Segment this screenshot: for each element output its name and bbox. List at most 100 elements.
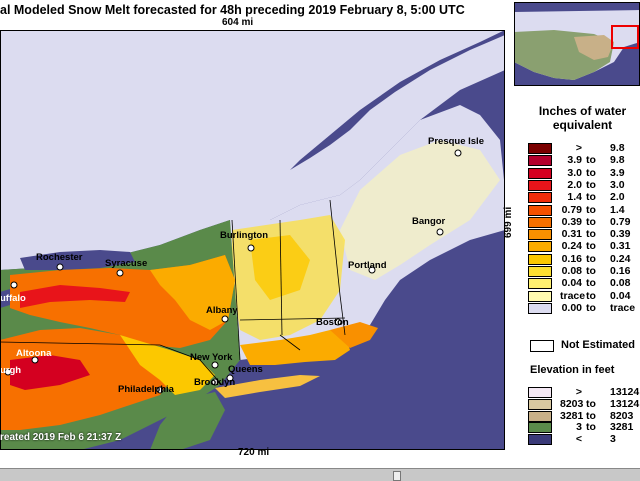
- legend-swatch: [528, 192, 552, 204]
- legend-swatch: [528, 290, 552, 302]
- legend-low-value: 0.16: [561, 252, 582, 265]
- elevation-low-value: <: [575, 433, 582, 446]
- elevation-low-value: >: [575, 386, 582, 398]
- created-timestamp: reated 2019 Feb 6 21:37 Z: [0, 432, 122, 443]
- legend-high-value: 0.79: [610, 215, 631, 228]
- elevation-high-value: 8203: [610, 409, 634, 422]
- legend-low-value: 3.9: [567, 154, 582, 167]
- legend-to-label: to: [586, 265, 596, 277]
- st-lawrence-river: [290, 30, 505, 170]
- canada-land: [0, 30, 505, 270]
- legend-swatch: [528, 216, 552, 228]
- map-frame: [0, 30, 505, 450]
- city-label-new-york: New York: [190, 352, 233, 363]
- elevation-swatch: [528, 422, 552, 434]
- legend-high-value: 0.24: [610, 252, 631, 265]
- maine-trace-area: [340, 140, 500, 280]
- legend-to-label: to: [586, 228, 596, 241]
- city-label-brooklyn: Brooklyn: [194, 377, 235, 388]
- city-label-rochester: Rochester: [36, 252, 83, 263]
- legend-to-label: to: [586, 154, 596, 167]
- elevation-low-value: 3281: [560, 409, 584, 422]
- elevation-low-value: 8203: [560, 397, 584, 410]
- city-label-burlington: Burlington: [220, 230, 268, 241]
- legend-swatch: [528, 241, 552, 253]
- elevation-to-label: to: [586, 409, 596, 422]
- legend-swatch: [528, 204, 552, 216]
- pa-red-core: [10, 355, 90, 390]
- legend-high-value: trace: [610, 301, 636, 314]
- legend-high-value: 0.08: [610, 277, 631, 290]
- cape-cod: [330, 322, 378, 348]
- city-label-syracuse: Syracuse: [105, 258, 147, 269]
- state-borders: [0, 199, 346, 386]
- nj-land: [150, 392, 225, 450]
- elevation-swatch: [528, 434, 552, 446]
- legend-swatch: [528, 229, 552, 241]
- legend-to-label: to: [586, 277, 596, 290]
- elevation-high-value: 13124: [610, 397, 640, 410]
- legend-to-label: to: [586, 178, 596, 191]
- legend-high-value: 0.39: [610, 228, 631, 241]
- elevation-to-label: to: [586, 397, 596, 410]
- legend-swatch: [528, 179, 552, 191]
- legend-low-value: 3.0: [567, 166, 582, 179]
- legend-to-label: to: [586, 166, 596, 179]
- legend-low-value: 0.08: [561, 265, 582, 277]
- city-label-altoona: Altoona: [16, 348, 52, 359]
- city-label-boston: Boston: [316, 317, 349, 328]
- city-label-presque-isle: Presque Isle: [428, 136, 484, 147]
- legend-low-value: 0.39: [561, 215, 582, 228]
- legend-high-value: 3.0: [610, 178, 625, 191]
- city-label-albany: Albany: [206, 305, 238, 316]
- horizontal-scrollbar[interactable]: [0, 468, 640, 481]
- legend-to-label: to: [586, 191, 596, 204]
- legend-swatch: [528, 155, 552, 167]
- legend-high-value: 2.0: [610, 191, 625, 204]
- legend-to-label: to: [586, 301, 596, 314]
- elevation-to-label: to: [586, 421, 596, 434]
- legend-high-value: 9.8: [610, 154, 625, 167]
- legend-low-value: 0.04: [561, 277, 582, 290]
- legend-high-value: 0.31: [610, 240, 631, 253]
- legend-to-label: to: [586, 203, 596, 216]
- vt-orange-spots: [250, 235, 310, 300]
- legend-low-value: trace: [560, 289, 586, 302]
- bottom-distance-label: 720 mi: [238, 447, 270, 458]
- legend-swatch: [528, 167, 552, 179]
- legend-to-label: to: [586, 215, 596, 228]
- map-title: al Modeled Snow Melt forecasted for 48h …: [0, 3, 465, 17]
- legend-to-label: to: [586, 289, 596, 302]
- legend-high-value: 0.04: [610, 289, 631, 302]
- lake-ontario: [20, 250, 135, 270]
- legend-to-label: to: [586, 240, 596, 253]
- ny-yellow-edge: [150, 255, 235, 330]
- legend-low-value: 1.4: [567, 191, 582, 204]
- long-island: [215, 375, 320, 398]
- legend-to-label: to: [586, 252, 596, 265]
- ma-melt-area: [240, 330, 350, 365]
- legend-title: Inches of water equivalent: [520, 104, 640, 132]
- city-label-philadelphia: Philadelphia: [118, 384, 175, 395]
- legend-low-value: 0.00: [561, 301, 582, 314]
- legend-low-value: >: [575, 142, 582, 154]
- elevation-swatch: [528, 398, 552, 410]
- pa-melt-band: [0, 328, 175, 430]
- inset-locator-map: [514, 2, 640, 86]
- elevation-high-value: 13124: [610, 386, 640, 398]
- not-estimated-swatch: [530, 340, 554, 352]
- elevation-swatch: [528, 410, 552, 422]
- ny-red-core: [20, 285, 130, 308]
- not-estimated-label: Not Estimated: [561, 339, 635, 351]
- legend-low-value: 2.0: [567, 178, 582, 191]
- elevation-high-value: 3: [610, 433, 616, 446]
- city-label-bangor: Bangor: [412, 216, 446, 227]
- legend-title-line1: Inches of water: [538, 104, 627, 118]
- legend-low-value: 0.31: [561, 228, 582, 241]
- city-label-buffalo: uffalo: [0, 293, 26, 304]
- city-label-portland: Portland: [348, 260, 387, 271]
- legend-swatch: [528, 302, 552, 314]
- legend-high-value: 9.8: [610, 142, 625, 154]
- snow-melt-map: Presque Isle Bangor Burlington Portland …: [0, 30, 505, 450]
- city-markers: [4, 149, 462, 394]
